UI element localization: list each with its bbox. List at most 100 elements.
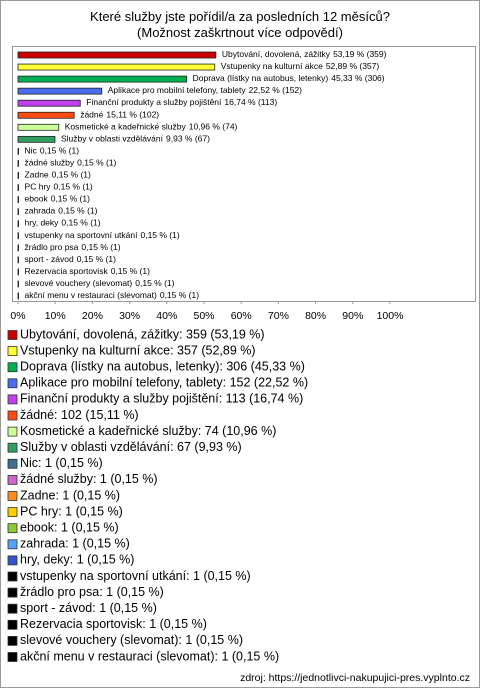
legend-label: žádné služby: 1 (0,15 %) (20, 472, 158, 486)
bar (17, 292, 19, 300)
bar-category: Ubytování, dovolená, zážitky (222, 49, 331, 59)
bar-value-label: 22,52 % (152) (249, 85, 303, 95)
bar-category: Vstupenky na kulturní akce (221, 61, 323, 71)
chart-title: Které služby jste pořídil/a za posledníc… (90, 9, 390, 40)
bar-label: Zadne 0,15 % (1) (25, 170, 91, 180)
legend-swatch (7, 491, 18, 501)
bar-category: Kosmetické a kadeřnické služby (65, 122, 187, 132)
x-tick-label: 100% (377, 310, 404, 322)
bar-value-label: 0,15 % (1) (77, 254, 116, 264)
legend-swatch (7, 346, 18, 357)
bar (17, 51, 217, 59)
bar-category: ebook (25, 194, 49, 204)
bar-value-label: 16,74 % (113) (224, 97, 277, 107)
bar-label: hry, deky 0,15 % (1) (25, 218, 101, 228)
bar (17, 232, 19, 240)
bar-category: Služby v oblasti vzdělávání (61, 134, 164, 144)
bar (17, 280, 19, 288)
bar-value-label: 10,96 % (74) (189, 122, 238, 132)
legend-label: Ubytování, dovolená, zážitky: 359 (53,19… (20, 327, 265, 341)
bar-value-label: 9,93 % (67) (166, 134, 210, 144)
legend-label: Vstupenky na kulturní akce: 357 (52,89 %… (20, 343, 256, 357)
bar-label: žrádlo pro psa 0,15 % (1) (25, 242, 121, 252)
x-tick-label: 30% (119, 310, 140, 322)
legend-label: slevové vouchery (slevomat): 1 (0,15 %) (20, 633, 243, 647)
legend-label: Služby v oblasti vzdělávání: 67 (9,93 %) (20, 440, 242, 454)
bar-label: akční menu v restauraci (slevomat) 0,15 %… (25, 290, 200, 300)
bar-label: zahrada 0,15 % (1) (25, 206, 98, 216)
bar-category: PC hry (25, 182, 52, 192)
bar-label: žádné 15,11 % (102) (80, 110, 159, 120)
bar-category: hry, deky (25, 218, 60, 228)
bar (17, 123, 60, 131)
legend-label: PC hry: 1 (0,15 %) (20, 504, 123, 518)
legend-swatch (7, 394, 18, 405)
bar-category: slevové vouchery (slevomat) (25, 278, 133, 288)
legend-swatch (7, 362, 18, 373)
bar-category: sport - závod (25, 254, 74, 264)
legend-label: akční menu v restauraci (slevomat): 1 (0… (20, 649, 279, 663)
legend-label: vstupenky na sportovní utkání: 1 (0,15 %… (20, 569, 251, 583)
bar (17, 172, 19, 179)
bar (17, 63, 216, 71)
legend-swatch (7, 571, 18, 582)
bar-value-label: 0,15 % (1) (111, 266, 150, 276)
bar-category: Rezervacia sportovisk (25, 266, 109, 276)
legend-label: hry, deky: 1 (0,15 %) (20, 553, 134, 567)
bar-label: žádné služby 0,15 % (1) (25, 158, 117, 168)
legend-label: Rezervacia sportovisk: 1 (0,15 %) (20, 617, 207, 631)
bar-label: Služby v oblasti vzdělávání 9,93 % (67) (61, 134, 210, 144)
bar-value-label: 0,15 % (1) (54, 182, 93, 192)
bar-value-label: 53,19 % (359) (333, 49, 387, 59)
bar-label: Nic 0,15 % (1) (25, 146, 80, 156)
legend-swatch (7, 410, 18, 421)
bar-label: slevové vouchery (slevomat) 0,15 % (1) (25, 278, 175, 288)
legend-swatch (7, 587, 18, 598)
bar-value-label: 0,15 % (1) (140, 230, 179, 240)
bar-category: Finanční produkty a služby pojištění (86, 97, 222, 107)
legend-swatch (7, 619, 18, 630)
bar-value-label: 45,33 % (306) (331, 73, 385, 83)
bar-category: Zadne (25, 170, 49, 180)
bar (17, 220, 19, 228)
bar-label: ebook 0,15 % (1) (25, 194, 91, 204)
bar-value-label: 0,15 % (1) (61, 218, 100, 228)
bar-value-label: 0,15 % (1) (52, 170, 91, 180)
bar (17, 99, 81, 107)
bar-value-label: 15,11 % (102) (106, 110, 159, 120)
bar-value-label: 0,15 % (1) (51, 194, 90, 204)
legend-swatch (7, 636, 18, 646)
bar-label: vstupenky na sportovní utkání 0,15 % (1) (25, 230, 180, 240)
title-line: Které služby jste pořídil/a za posledníc… (90, 9, 390, 24)
bar-category: žádné (80, 110, 103, 120)
legend-swatch (7, 523, 18, 534)
legend-swatch (7, 378, 18, 389)
bar-label: Ubytování, dovolená, zážitky 53,19 % (359… (222, 49, 387, 59)
legend-swatch (7, 603, 18, 614)
bar (17, 268, 19, 276)
legend-label: Finanční produkty a služby pojištění: 11… (20, 392, 303, 406)
bar-category: Doprava (lístky na autobus, letenky) (193, 73, 329, 83)
legend-swatch (7, 555, 18, 566)
bar-category: žrádlo pro psa (25, 242, 79, 252)
legend-label: Nic: 1 (0,15 %) (20, 456, 103, 470)
bar-label: Aplikace pro mobilní telefony, tablety 22… (108, 85, 302, 95)
bar-value-label: 52,89 % (357) (326, 61, 380, 71)
bar (17, 160, 19, 167)
x-tick-label: 60% (231, 310, 252, 322)
x-tick-label: 50% (193, 310, 214, 322)
legend-swatch (7, 652, 18, 662)
bar-label: Doprava (lístky na autobus, letenky) 45,3… (193, 73, 385, 83)
bar (17, 147, 19, 155)
bar (17, 244, 19, 252)
legend-swatch (7, 442, 18, 453)
bar-category: zahrada (25, 206, 56, 216)
bar (17, 111, 75, 119)
legend-swatch (7, 426, 18, 437)
bar-label: Vstupenky na kulturní akce 52,89 % (357) (221, 61, 380, 71)
bar (17, 87, 103, 95)
x-tick-label: 70% (268, 310, 289, 322)
bar-value-label: 0,15 % (1) (40, 146, 79, 156)
bar (17, 196, 19, 204)
bar (17, 208, 19, 216)
